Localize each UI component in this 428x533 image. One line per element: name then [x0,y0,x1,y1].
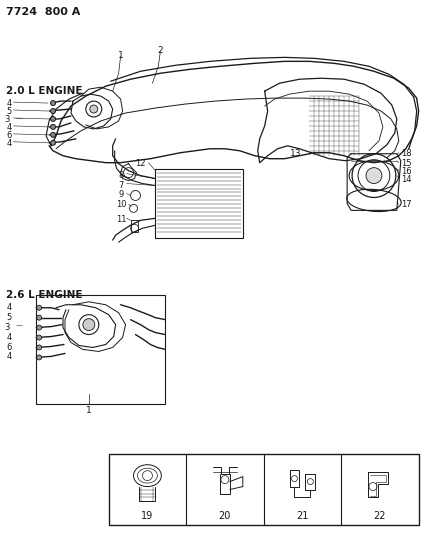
Circle shape [51,109,56,114]
Circle shape [51,117,56,122]
Text: —: — [15,115,22,121]
Text: 2.0 L ENGINE: 2.0 L ENGINE [6,86,83,96]
Text: 3: 3 [4,322,10,332]
Bar [155,168,243,238]
Text: 2.6 L ENGINE: 2.6 L ENGINE [6,290,83,300]
Text: 4: 4 [6,303,12,312]
Circle shape [51,124,56,130]
Text: 16: 16 [401,167,411,176]
Text: 8: 8 [119,171,124,180]
Text: 5: 5 [6,107,12,116]
Circle shape [90,105,98,113]
Circle shape [37,345,42,350]
Text: 2: 2 [158,46,163,55]
Text: 9: 9 [119,190,124,199]
Circle shape [37,335,42,340]
Text: 13: 13 [289,149,301,158]
Text: 3: 3 [4,115,10,124]
Text: 4: 4 [6,123,12,132]
Text: 15: 15 [401,159,411,168]
Text: 7: 7 [119,181,124,190]
Text: 18: 18 [401,149,411,158]
Bar [36,295,165,404]
Text: 21: 21 [296,511,309,521]
Text: 22: 22 [374,511,386,521]
Text: 20: 20 [219,511,231,521]
Circle shape [37,305,42,310]
Text: 6: 6 [6,131,12,140]
Circle shape [37,355,42,360]
Text: 1: 1 [118,51,124,60]
Circle shape [51,101,56,106]
Text: 10: 10 [116,200,126,209]
Text: 6: 6 [6,343,12,351]
Text: 11: 11 [116,215,126,224]
Text: 5: 5 [6,313,12,322]
Circle shape [37,325,42,330]
Text: 19: 19 [141,511,154,521]
Text: —: — [15,322,22,329]
Circle shape [83,319,95,330]
Text: 17: 17 [401,200,411,209]
Text: 4: 4 [6,333,12,342]
Circle shape [51,140,56,146]
Text: 4: 4 [6,99,12,108]
Text: 7724  800 A: 7724 800 A [6,7,81,17]
Text: 14: 14 [401,175,411,183]
Circle shape [37,315,42,320]
Text: 12: 12 [136,159,146,168]
Text: 1: 1 [86,406,92,415]
Circle shape [366,168,382,183]
Text: 4: 4 [6,139,12,148]
Text: 4: 4 [6,352,12,361]
Bar [109,454,419,526]
Circle shape [51,132,56,138]
